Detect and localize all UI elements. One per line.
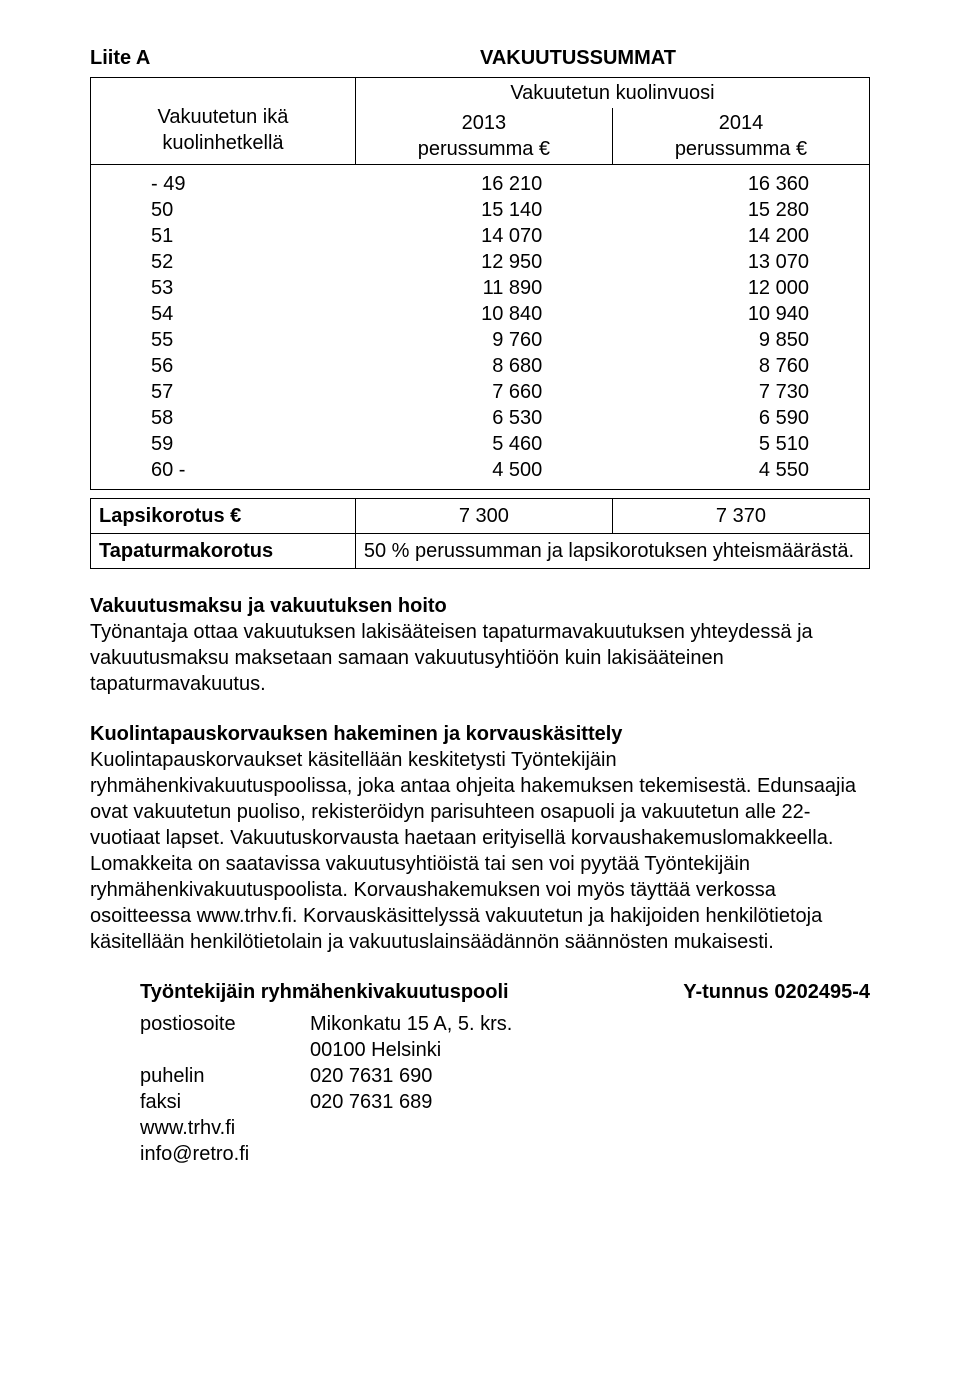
table-row: 5311 89012 000 xyxy=(91,275,869,301)
value-2013-cell: 7 660 xyxy=(356,379,613,405)
age-cell: 56 xyxy=(91,353,356,379)
post-line1: Mikonkatu 15 A, 5. krs. xyxy=(310,1011,870,1037)
value-2013-cell: 12 950 xyxy=(356,249,613,275)
table-row: 5114 07014 200 xyxy=(91,223,869,249)
value-2013-cell: 8 680 xyxy=(356,353,613,379)
contact-block: Työntekijäin ryhmähenkivakuutuspooli Y-t… xyxy=(90,979,870,1167)
value-2013-cell: 10 840 xyxy=(356,301,613,327)
perussumma-2014: perussumma € xyxy=(621,136,861,162)
age-header-cell: Vakuutetun ikä kuolinhetkellä xyxy=(91,78,356,165)
value-2013-cell: 9 760 xyxy=(356,327,613,353)
paragraph-1: Vakuutusmaksu ja vakuutuksen hoito Työna… xyxy=(90,593,870,697)
value-2014-cell: 8 760 xyxy=(612,353,869,379)
post-line2: 00100 Helsinki xyxy=(310,1037,870,1063)
value-2013-cell: 11 890 xyxy=(356,275,613,301)
perussumma-2013: perussumma € xyxy=(364,136,604,162)
age-cell: 55 xyxy=(91,327,356,353)
appendix-label: Liite A xyxy=(90,45,480,71)
table-row: 5015 14015 280 xyxy=(91,197,869,223)
age-cell: 57 xyxy=(91,379,356,405)
post-label-blank xyxy=(140,1037,310,1063)
value-2013-cell: 15 140 xyxy=(356,197,613,223)
value-2014-cell: 4 550 xyxy=(612,457,869,483)
table-row: 595 4605 510 xyxy=(91,431,869,457)
age-cell: 60 - xyxy=(91,457,356,483)
www-value: www.trhv.fi xyxy=(140,1115,310,1141)
age-cell: - 49 xyxy=(91,171,356,197)
age-cell: 59 xyxy=(91,431,356,457)
lapsikorotus-2014: 7 370 xyxy=(612,499,869,534)
paragraph-2: Kuolintapauskorvauksen hakeminen ja korv… xyxy=(90,721,870,955)
death-year-label: Vakuutetun kuolinvuosi xyxy=(355,78,869,109)
value-2014-cell: 16 360 xyxy=(612,171,869,197)
age-cell: 58 xyxy=(91,405,356,431)
value-2013-cell: 4 500 xyxy=(356,457,613,483)
tapaturma-label: Tapaturmakorotus xyxy=(91,534,356,569)
insurance-sums-table: Vakuutetun ikä kuolinhetkellä Vakuutetun… xyxy=(90,77,870,490)
p1-body: Työnantaja ottaa vakuutuksen lakisääteis… xyxy=(90,621,813,695)
year-2014-header: 2014 perussumma € xyxy=(612,108,869,165)
table-row: 586 5306 590 xyxy=(91,405,869,431)
table-row: 559 7609 850 xyxy=(91,327,869,353)
value-2014-cell: 12 000 xyxy=(612,275,869,301)
contact-org-name: Työntekijäin ryhmähenkivakuutuspooli xyxy=(140,979,509,1005)
phone-label: puhelin xyxy=(140,1063,310,1089)
table-row: 5212 95013 070 xyxy=(91,249,869,275)
table-row: 568 6808 760 xyxy=(91,353,869,379)
tapaturma-text: 50 % perussumman ja lapsikorotuksen yhte… xyxy=(355,534,869,569)
table-row: 577 6607 730 xyxy=(91,379,869,405)
year-2013: 2013 xyxy=(364,110,604,136)
age-cell: 51 xyxy=(91,223,356,249)
email-value: info@retro.fi xyxy=(140,1141,310,1167)
age-cell: 52 xyxy=(91,249,356,275)
year-2014: 2014 xyxy=(621,110,861,136)
age-cell: 53 xyxy=(91,275,356,301)
lapsikorotus-label: Lapsikorotus € xyxy=(91,499,356,534)
data-rows-cell: - 4916 21016 3605015 14015 2805114 07014… xyxy=(91,165,870,490)
value-2014-cell: 14 200 xyxy=(612,223,869,249)
page-title: VAKUUTUSSUMMAT xyxy=(480,45,870,71)
age-cell: 54 xyxy=(91,301,356,327)
value-2014-cell: 6 590 xyxy=(612,405,869,431)
table-row: 60 -4 5004 550 xyxy=(91,457,869,483)
value-2013-cell: 16 210 xyxy=(356,171,613,197)
age-label-line1: Vakuutetun ikä xyxy=(99,104,347,130)
year-2013-header: 2013 perussumma € xyxy=(355,108,612,165)
value-2013-cell: 6 530 xyxy=(356,405,613,431)
table-row: 5410 84010 940 xyxy=(91,301,869,327)
value-2013-cell: 5 460 xyxy=(356,431,613,457)
fax-label: faksi xyxy=(140,1089,310,1115)
p2-title: Kuolintapauskorvauksen hakeminen ja korv… xyxy=(90,723,622,745)
value-2014-cell: 9 850 xyxy=(612,327,869,353)
phone-value: 020 7631 690 xyxy=(310,1063,870,1089)
contact-ytunnus: Y-tunnus 0202495-4 xyxy=(683,979,870,1005)
value-2014-cell: 5 510 xyxy=(612,431,869,457)
fax-value: 020 7631 689 xyxy=(310,1089,870,1115)
age-label-line2: kuolinhetkellä xyxy=(99,130,347,156)
value-2013-cell: 14 070 xyxy=(356,223,613,249)
lapsikorotus-2013: 7 300 xyxy=(355,499,612,534)
value-2014-cell: 15 280 xyxy=(612,197,869,223)
supplementary-table: Lapsikorotus € 7 300 7 370 Tapaturmakoro… xyxy=(90,498,870,569)
p2-body: Kuolintapauskorvaukset käsitellään keski… xyxy=(90,749,856,953)
p1-title: Vakuutusmaksu ja vakuutuksen hoito xyxy=(90,595,447,617)
value-2014-cell: 10 940 xyxy=(612,301,869,327)
table-row: - 4916 21016 360 xyxy=(91,171,869,197)
value-2014-cell: 13 070 xyxy=(612,249,869,275)
value-2014-cell: 7 730 xyxy=(612,379,869,405)
age-cell: 50 xyxy=(91,197,356,223)
post-label: postiosoite xyxy=(140,1011,310,1037)
